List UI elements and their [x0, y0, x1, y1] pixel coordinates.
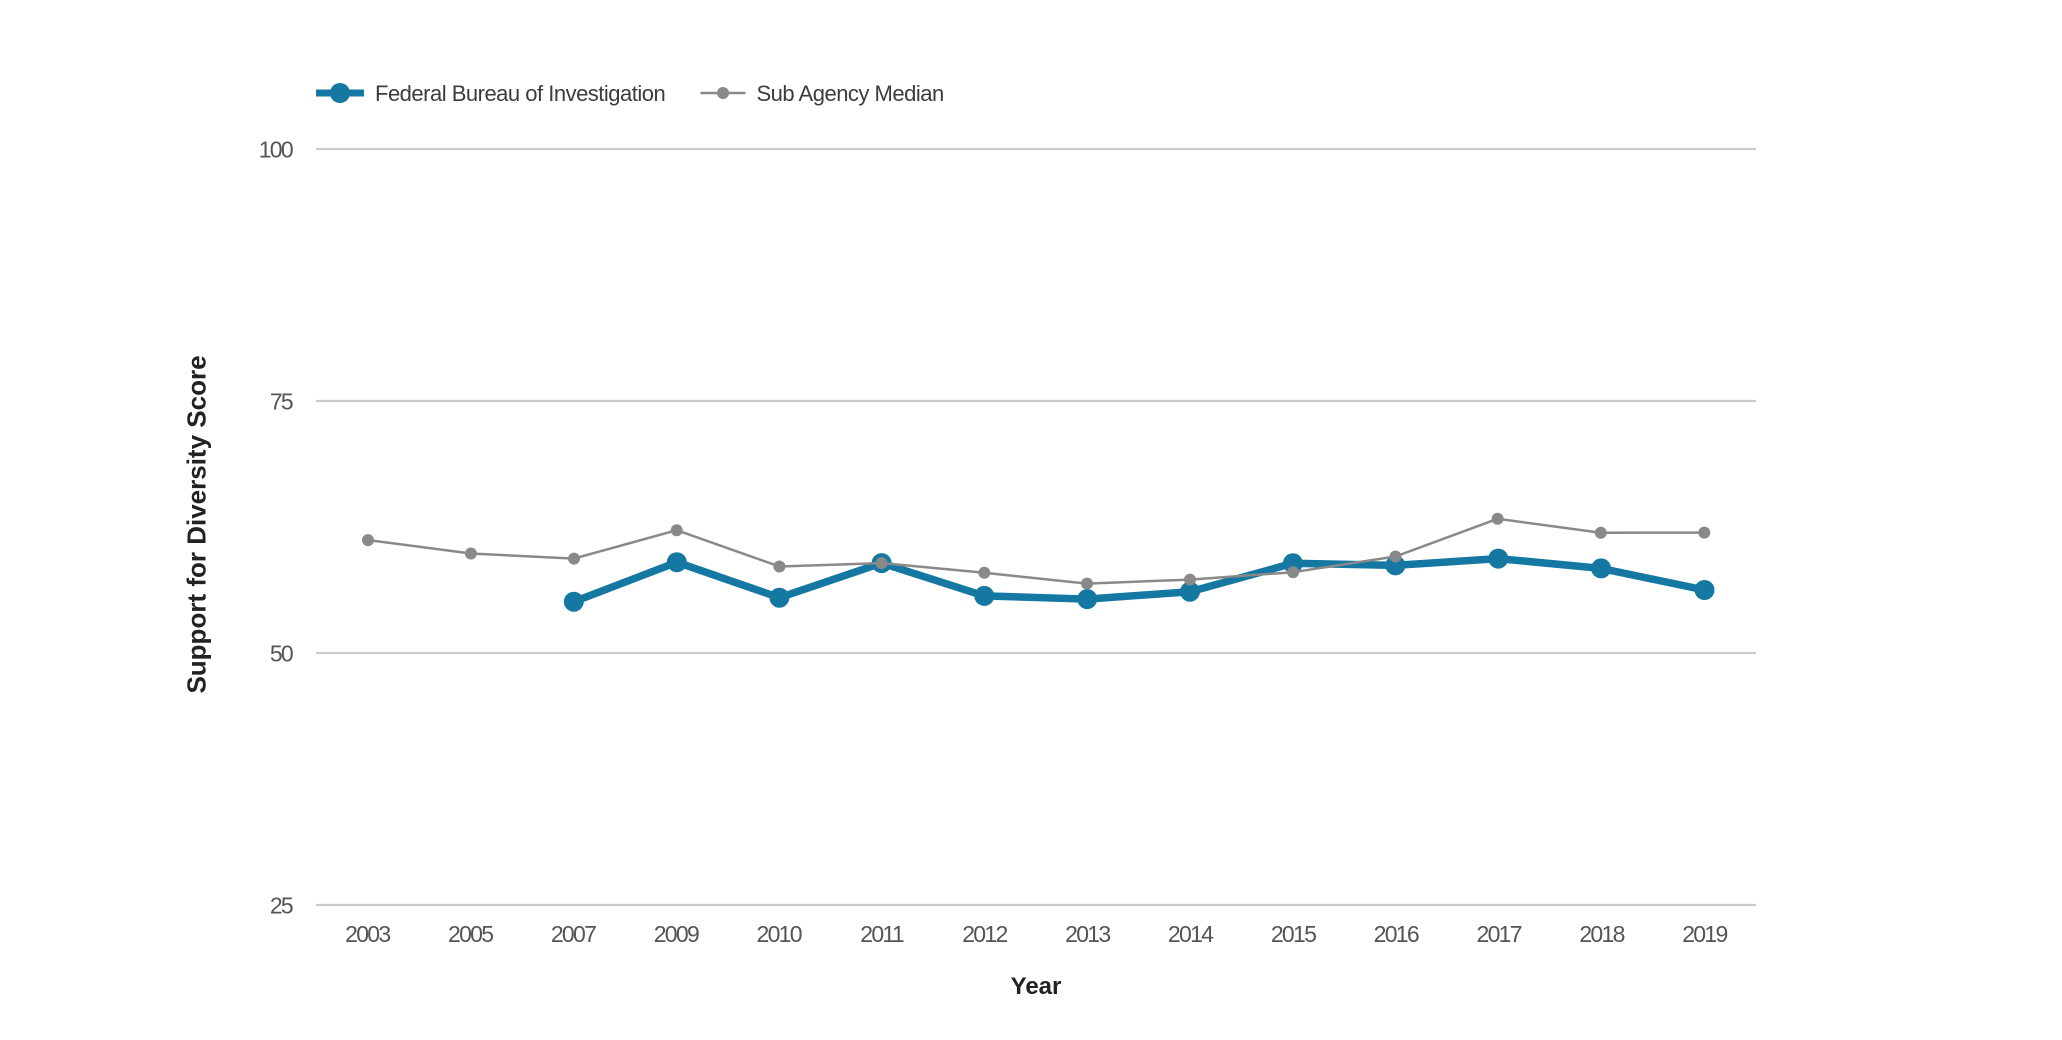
svg-text:Sub Agency Median: Sub Agency Median	[757, 81, 944, 106]
svg-text:2007: 2007	[551, 921, 596, 947]
svg-text:2005: 2005	[448, 921, 493, 947]
svg-text:25: 25	[270, 892, 293, 918]
svg-text:Federal Bureau of Investigatio: Federal Bureau of Investigation	[375, 81, 665, 106]
svg-text:Year: Year	[1011, 973, 1062, 1000]
svg-text:2018: 2018	[1579, 921, 1624, 947]
svg-text:2016: 2016	[1374, 921, 1419, 947]
svg-text:50: 50	[270, 640, 293, 666]
svg-text:2013: 2013	[1065, 921, 1110, 947]
svg-text:2010: 2010	[757, 921, 802, 947]
svg-text:2019: 2019	[1682, 921, 1727, 947]
svg-text:100: 100	[259, 136, 293, 162]
svg-text:2003: 2003	[345, 921, 390, 947]
svg-text:2014: 2014	[1168, 921, 1214, 947]
svg-text:2009: 2009	[654, 921, 699, 947]
svg-text:75: 75	[270, 388, 293, 414]
svg-text:2015: 2015	[1271, 921, 1316, 947]
svg-text:2017: 2017	[1477, 921, 1522, 947]
svg-text:Support for Diversity Score: Support for Diversity Score	[182, 355, 212, 693]
svg-text:2011: 2011	[860, 921, 904, 947]
svg-text:2012: 2012	[962, 921, 1007, 947]
